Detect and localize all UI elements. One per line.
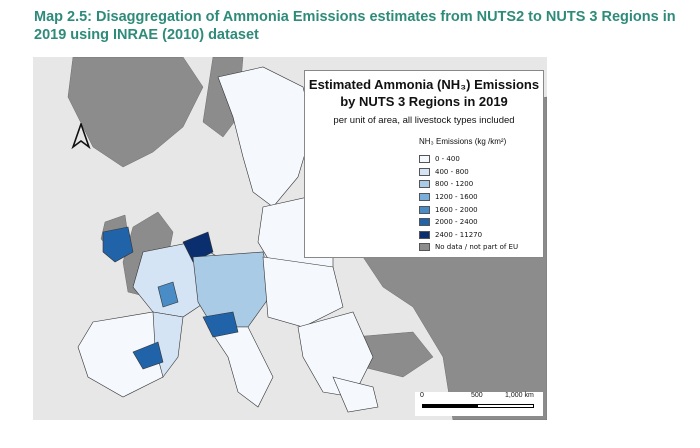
scale-bar: 0 500 1,000 km [415,392,543,416]
scale-label-0: 0 [420,392,424,399]
legend-item: 0 - 400 [419,153,518,166]
scale-label-max: 1,000 km [505,392,534,399]
legend-items: 0 - 400 400 - 800 800 - 1200 1200 - 1600… [419,153,518,254]
legend-swatch [419,180,430,189]
legend-box: Estimated Ammonia (NH₃) Emissions by NUT… [304,70,544,258]
legend-swatch [419,230,430,239]
legend-swatch [419,243,430,252]
legend-item: 2000 - 2400 [419,216,518,229]
legend-swatch [419,167,430,176]
legend-units: NH₃ Emissions (kg /km²) [419,137,507,146]
legend-item: 2400 - 11270 [419,229,518,242]
legend-item: 1200 - 1600 [419,191,518,204]
map-caption: Map 2.5: Disaggregation of Ammonia Emiss… [34,9,676,43]
legend-title-line2: by NUTS 3 Regions in 2019 [340,94,508,109]
legend-item: 1600 - 2000 [419,203,518,216]
scale-bar-graphic [422,404,534,408]
legend-subtitle: per unit of area, all livestock types in… [333,115,515,126]
legend-title-line1: Estimated Ammonia (NH₃) Emissions [308,77,540,92]
legend-item: 800 - 1200 [419,178,518,191]
legend-swatch [419,193,430,202]
scale-label-mid: 500 [471,392,483,399]
legend-item: 400 - 800 [419,166,518,179]
legend-swatch [419,155,430,164]
legend-swatch [419,205,430,214]
legend-title: Estimated Ammonia (NH₃) Emissions by NUT… [305,76,543,110]
eu-land [77,66,379,413]
legend-swatch [419,218,430,227]
legend-item: No data / not part of EU [419,241,518,254]
scale-labels: 0 500 1,000 km [415,392,543,402]
